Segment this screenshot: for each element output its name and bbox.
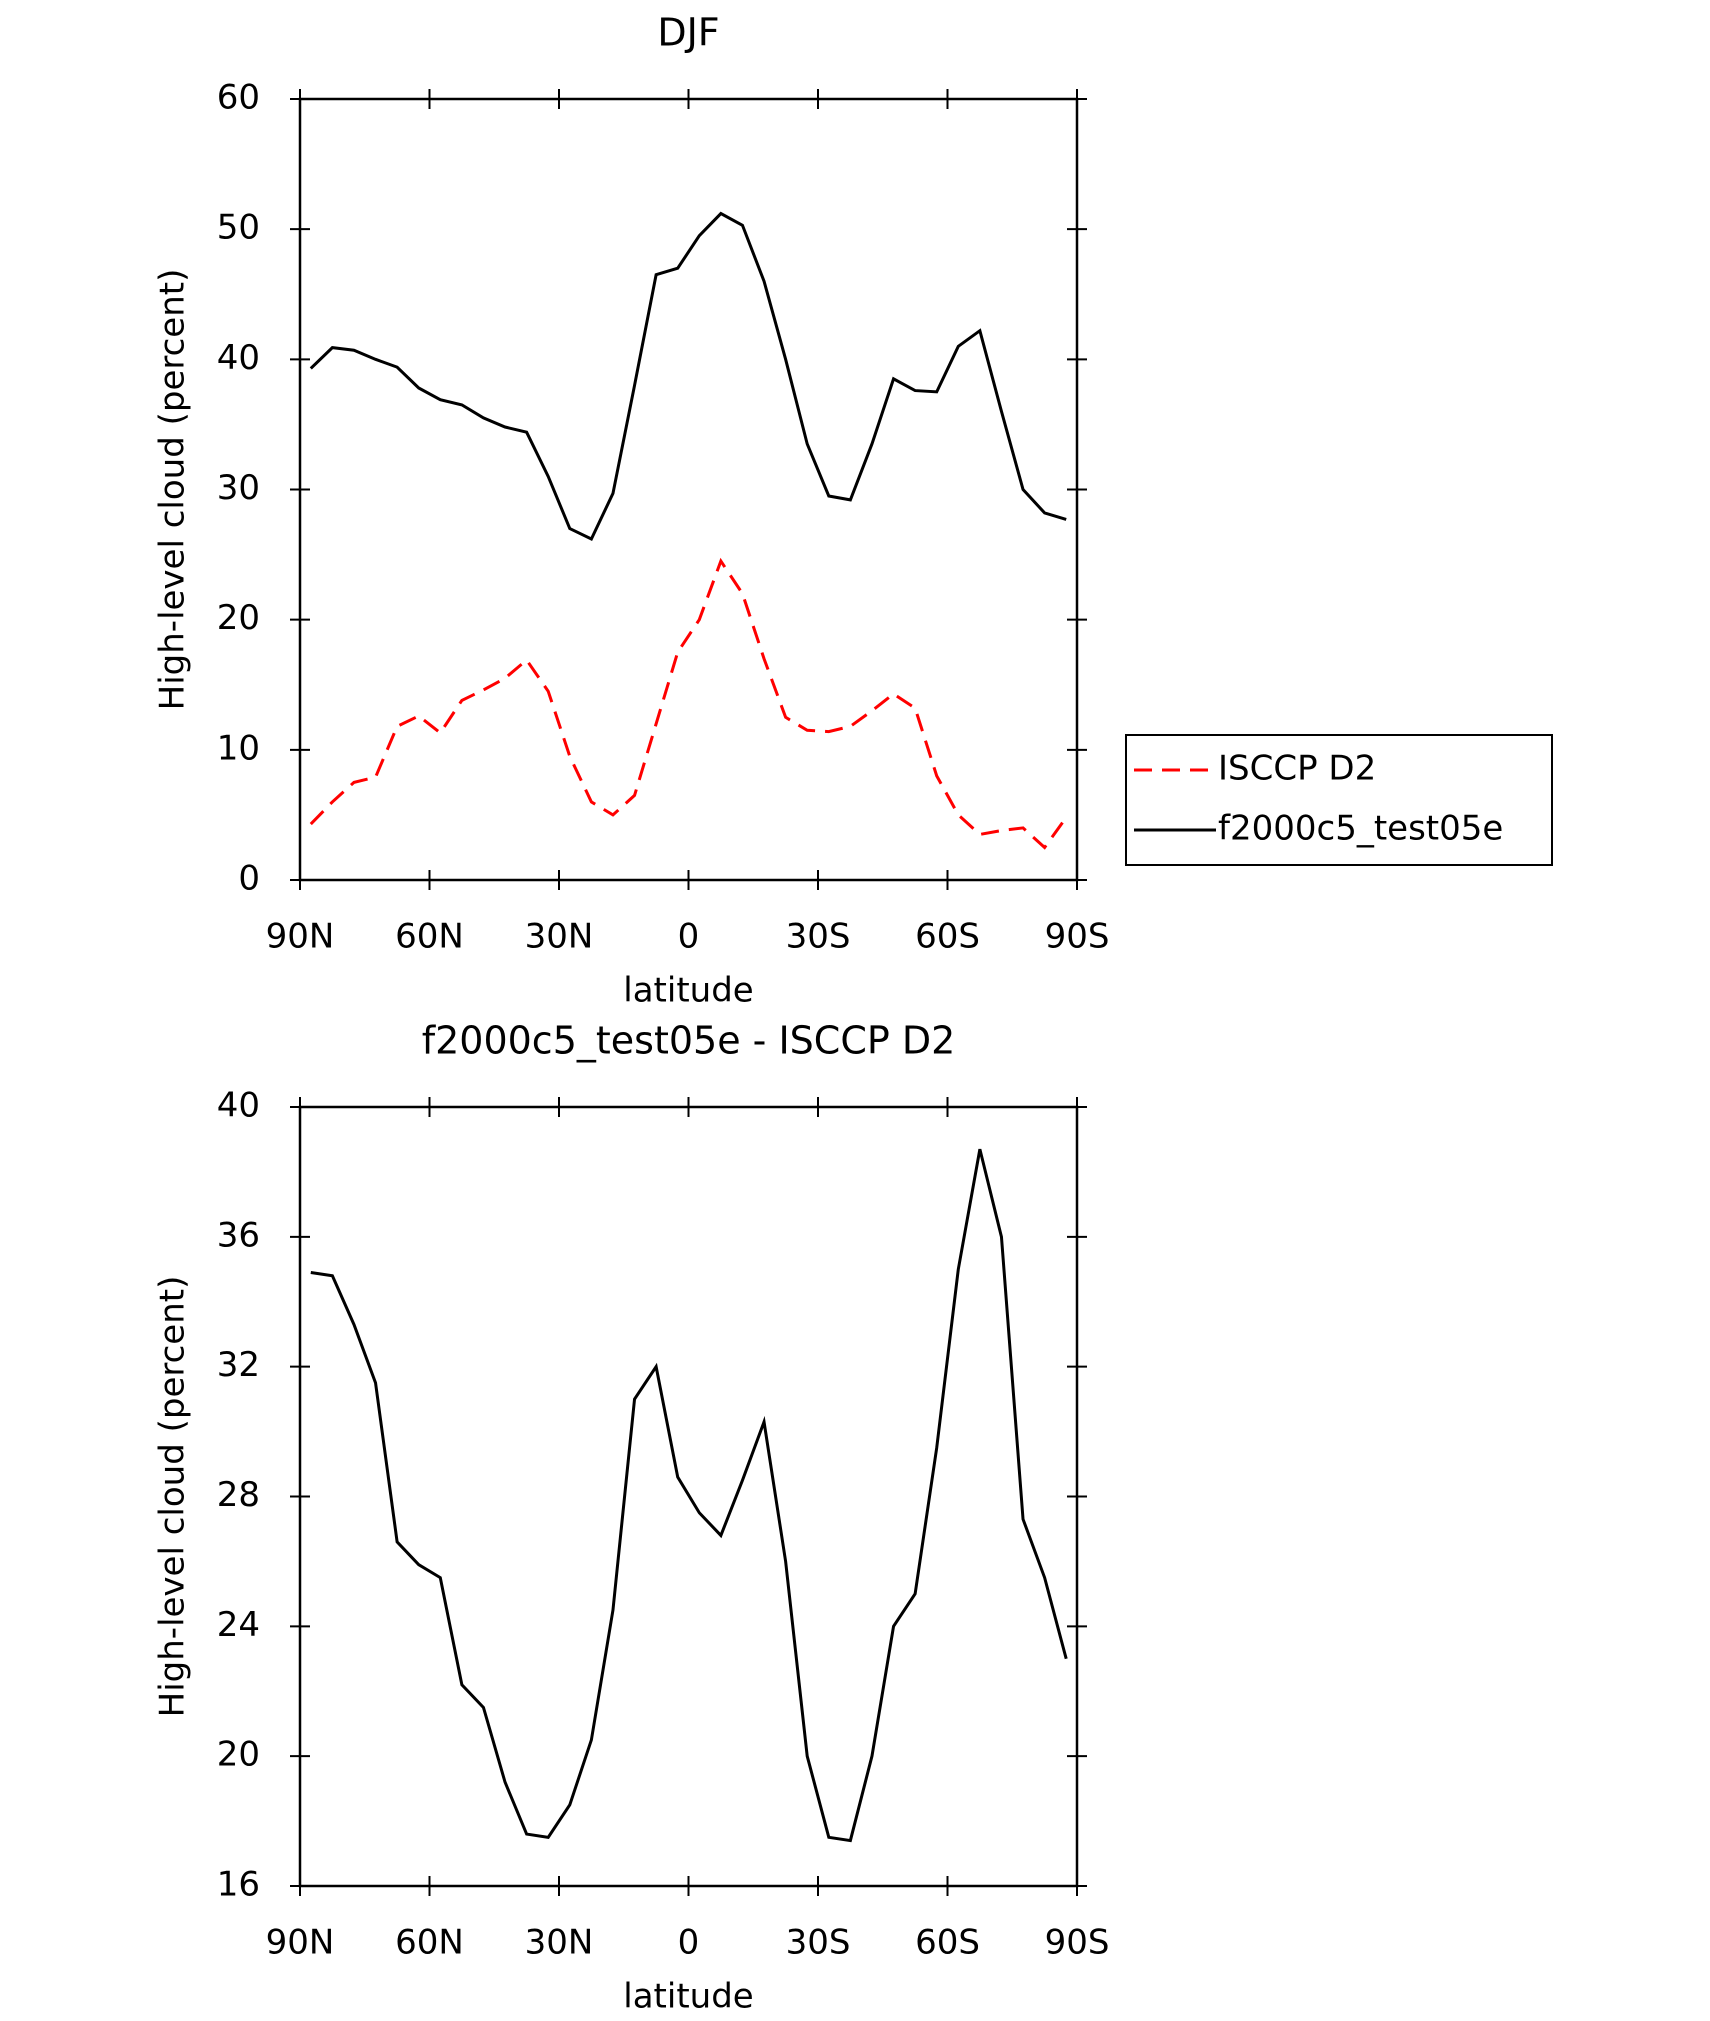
y-tick-label: 30 bbox=[217, 468, 260, 508]
x-tick-label: 60S bbox=[915, 1923, 980, 1963]
x-tick-label: 60N bbox=[395, 917, 464, 957]
x-tick-label: 30S bbox=[786, 1923, 851, 1963]
data-line bbox=[309, 211, 1067, 541]
x-tick-label: 0 bbox=[678, 1923, 700, 1963]
x-tick-label: 30N bbox=[525, 917, 594, 957]
plot-frame bbox=[298, 97, 1079, 882]
y-tick-label: 60 bbox=[217, 78, 260, 118]
y-axis-label: High-level cloud (percent) bbox=[153, 269, 193, 711]
y-axis-label: High-level cloud (percent) bbox=[153, 1276, 193, 1718]
plot-frame bbox=[298, 1105, 1079, 1888]
y-tick-label: 32 bbox=[217, 1345, 260, 1385]
legend-label: f2000c5_test05e bbox=[1218, 809, 1503, 849]
x-tick-label: 90S bbox=[1045, 1923, 1110, 1963]
x-axis-label: latitude bbox=[623, 1977, 753, 2017]
x-tick-label: 90N bbox=[266, 917, 335, 957]
y-tick-label: 24 bbox=[217, 1605, 260, 1645]
y-tick-label: 20 bbox=[217, 1735, 260, 1775]
y-tick-label: 0 bbox=[238, 859, 260, 899]
y-tick-label: 16 bbox=[217, 1865, 260, 1905]
legend-box bbox=[1125, 734, 1553, 866]
data-line bbox=[310, 1148, 1068, 1843]
y-tick-label: 28 bbox=[217, 1475, 260, 1515]
legend-label: ISCCP D2 bbox=[1218, 749, 1376, 789]
chart-title: DJF bbox=[657, 11, 719, 55]
x-tick-label: 90N bbox=[266, 1923, 335, 1963]
x-tick-label: 60N bbox=[395, 1923, 464, 1963]
x-tick-label: 30N bbox=[525, 1923, 594, 1963]
data-line bbox=[309, 557, 1068, 850]
y-tick-label: 50 bbox=[217, 208, 260, 248]
x-axis-label: latitude bbox=[623, 971, 753, 1011]
y-tick-label: 10 bbox=[217, 728, 260, 768]
y-tick-label: 36 bbox=[217, 1215, 260, 1255]
x-tick-label: 90S bbox=[1045, 917, 1110, 957]
x-tick-label: 30S bbox=[786, 917, 851, 957]
y-tick-label: 40 bbox=[217, 1086, 260, 1126]
x-tick-label: 0 bbox=[678, 917, 700, 957]
x-tick-label: 60S bbox=[915, 917, 980, 957]
y-tick-label: 40 bbox=[217, 338, 260, 378]
y-tick-label: 20 bbox=[217, 598, 260, 638]
chart-title: f2000c5_test05e - ISCCP D2 bbox=[422, 1019, 956, 1063]
